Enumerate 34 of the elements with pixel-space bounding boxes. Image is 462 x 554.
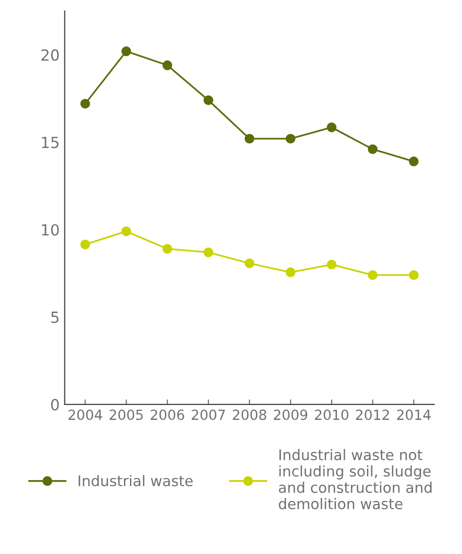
y-tick-label: 20	[41, 49, 59, 61]
x-tick-label: 2012	[356, 410, 389, 420]
y-tick-label: 15	[42, 136, 58, 148]
x-tick-label: 2009	[274, 410, 308, 420]
legend-label: Industrial waste not including soil, sludge and construction and demolition waste	[278, 449, 432, 510]
y-tick-label: 0	[51, 398, 59, 410]
point	[408, 270, 419, 280]
x-tick-label: 2008	[232, 410, 266, 420]
point	[80, 98, 90, 109]
point	[80, 240, 90, 250]
point	[162, 60, 172, 70]
point	[286, 134, 296, 144]
point	[244, 134, 254, 144]
point	[326, 122, 336, 132]
point	[286, 267, 296, 278]
point	[121, 226, 132, 236]
point	[204, 247, 214, 258]
x-tick-label: 2005	[110, 410, 143, 420]
x-tick-label: 2004	[68, 410, 102, 420]
point	[121, 46, 132, 56]
point	[162, 244, 172, 254]
point	[204, 95, 214, 106]
legend-label: Industrial waste	[78, 475, 193, 486]
x-tick-label: 2010	[314, 410, 348, 420]
x-tick-label: 2007	[192, 410, 225, 420]
point	[244, 258, 254, 268]
x-tick-label: 2014	[397, 410, 431, 420]
x-tick-label: 2006	[150, 410, 184, 420]
point	[408, 156, 419, 166]
point	[368, 270, 378, 280]
point	[368, 144, 378, 154]
y-tick-label: 10	[42, 224, 59, 236]
y-tick-label: 5	[51, 312, 58, 324]
point	[326, 260, 336, 270]
